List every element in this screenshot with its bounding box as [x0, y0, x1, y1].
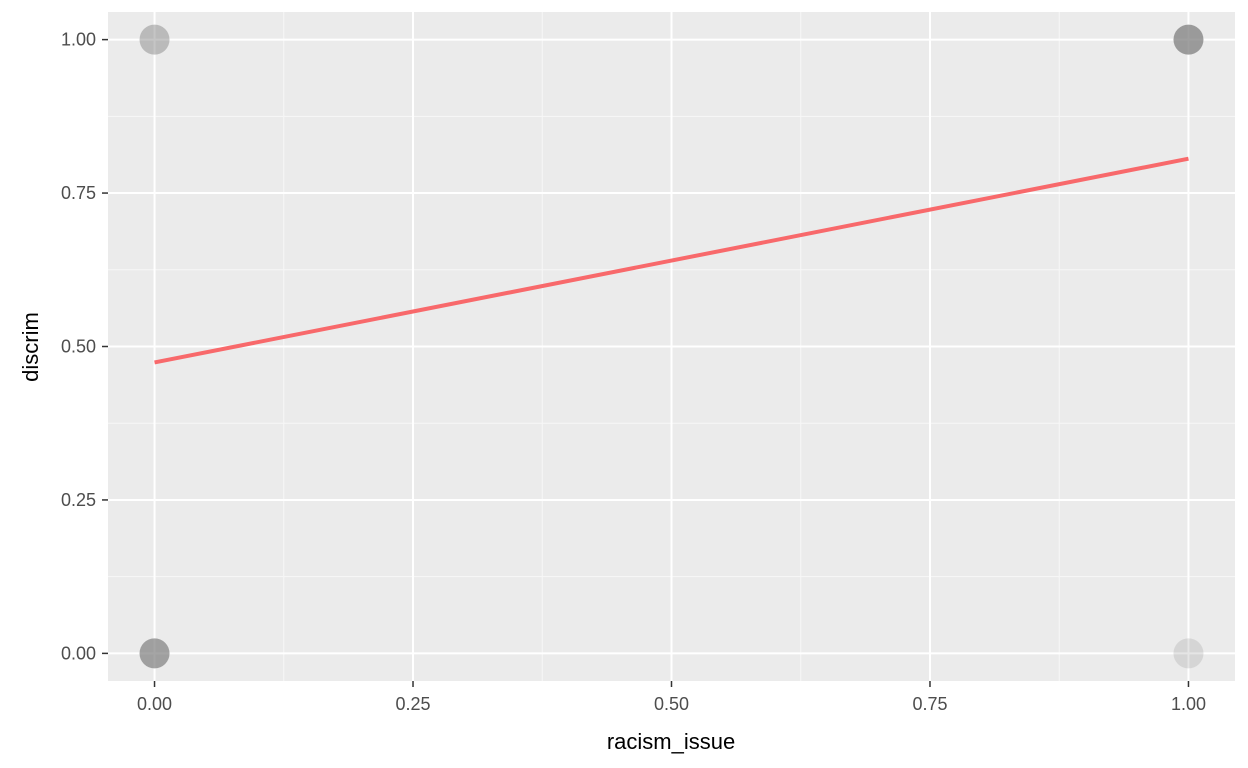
x-tick-label: 0.25: [395, 694, 430, 714]
data-point: [139, 638, 170, 669]
fit-line: [154, 156, 1189, 365]
x-axis-title: racism_issue: [607, 729, 735, 754]
y-tick-label: 0.50: [61, 337, 96, 357]
major-gridlines: [108, 12, 1235, 681]
y-axis: 0.00 0.25 0.50 0.75 1.00: [61, 30, 108, 663]
y-axis-title: discrim: [18, 312, 43, 382]
x-axis: 0.00 0.25 0.50 0.75 1.00: [137, 681, 1206, 714]
data-point: [1173, 24, 1204, 55]
y-tick-label: 1.00: [61, 30, 96, 50]
y-tick-label: 0.25: [61, 490, 96, 510]
data-point: [1173, 638, 1204, 669]
x-tick-label: 0.50: [654, 694, 689, 714]
data-points: [139, 24, 1204, 669]
x-tick-label: 1.00: [1171, 694, 1206, 714]
x-tick-label: 0.75: [912, 694, 947, 714]
fit-line-group: [154, 156, 1189, 365]
x-tick-label: 0.00: [137, 694, 172, 714]
y-tick-label: 0.75: [61, 183, 96, 203]
y-tick-label: 0.00: [61, 643, 96, 663]
data-point: [139, 24, 170, 55]
